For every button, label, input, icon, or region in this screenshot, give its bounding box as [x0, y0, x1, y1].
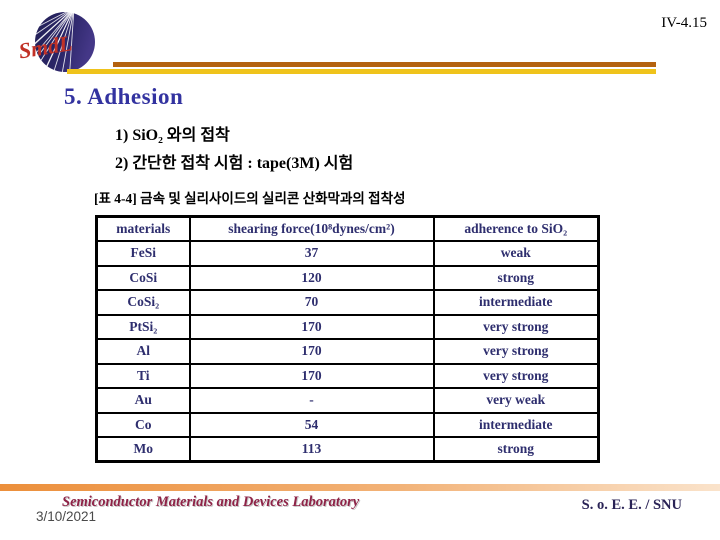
bullet-sio2-adhesion: 1) SiO₂ 와의 접착 — [115, 127, 230, 144]
header-shearing-force: shearing force(10⁸dynes/cm²) — [188, 215, 435, 242]
table-header-row: materials shearing force(10⁸dynes/cm²) a… — [95, 215, 600, 242]
force-cell: 70 — [188, 289, 435, 316]
material-cell: CoSi — [95, 264, 191, 291]
table-row: Co 54 intermediate — [95, 411, 600, 438]
table-row: PtSi₂ 170 very strong — [95, 313, 600, 340]
header-rule-gold — [67, 69, 656, 74]
bullet-tape-test: 2) 간단한 접착 시험 : tape(3M) 시험 — [115, 155, 354, 172]
table-row: FeSi 37 weak — [95, 240, 600, 267]
material-cell: Au — [95, 387, 191, 414]
force-cell: 37 — [188, 240, 435, 267]
table-row: Ti 170 very strong — [95, 362, 600, 389]
page-number: IV-4.15 — [661, 15, 707, 31]
force-cell: 170 — [188, 362, 435, 389]
material-cell: Mo — [95, 436, 191, 463]
footer-lab-name: Semiconductor Materials and Devices Labo… — [62, 494, 360, 510]
adherence-cell: very strong — [432, 338, 600, 365]
logo-globe — [35, 12, 95, 72]
footer-rule-gradient — [0, 484, 720, 491]
force-cell: - — [188, 387, 435, 414]
adherence-cell: very weak — [432, 387, 600, 414]
material-cell: Ti — [95, 362, 191, 389]
adherence-cell: intermediate — [432, 289, 600, 316]
logo-rays — [8, 7, 75, 97]
table-row: Mo 113 strong — [95, 436, 600, 463]
header-rule-dark — [113, 62, 656, 67]
material-cell: PtSi₂ — [95, 313, 191, 340]
table-row: Al 170 very strong — [95, 338, 600, 365]
force-cell: 170 — [188, 338, 435, 365]
adherence-cell: very strong — [432, 313, 600, 340]
table-row: CoSi₂ 70 intermediate — [95, 289, 600, 316]
smdl-logo: SmdL — [8, 7, 95, 97]
material-cell: Al — [95, 338, 191, 365]
adherence-cell: intermediate — [432, 411, 600, 438]
force-cell: 113 — [188, 436, 435, 463]
force-cell: 54 — [188, 411, 435, 438]
force-cell: 170 — [188, 313, 435, 340]
adherence-cell: strong — [432, 264, 600, 291]
header-materials: materials — [95, 215, 191, 242]
slide-title: 5. Adhesion — [64, 84, 184, 109]
material-cell: Co — [95, 411, 191, 438]
table-caption: [표 4-4] 금속 및 실리사이드의 실리콘 산화막과의 접착성 — [94, 191, 406, 206]
table-row: Au - very weak — [95, 387, 600, 414]
footer-affiliation: S. o. E. E. / SNU — [581, 497, 682, 513]
material-cell: CoSi₂ — [95, 289, 191, 316]
adherence-cell: strong — [432, 436, 600, 463]
adherence-cell: weak — [432, 240, 600, 267]
force-cell: 120 — [188, 264, 435, 291]
header-adherence: adherence to SiO₂ — [432, 215, 600, 242]
adherence-cell: very strong — [432, 362, 600, 389]
material-cell: FeSi — [95, 240, 191, 267]
adhesion-table: materials shearing force(10⁸dynes/cm²) a… — [95, 215, 600, 463]
table-row: CoSi 120 strong — [95, 264, 600, 291]
footer-date: 3/10/2021 — [36, 509, 97, 524]
adhesion-table-container: materials shearing force(10⁸dynes/cm²) a… — [95, 215, 600, 463]
